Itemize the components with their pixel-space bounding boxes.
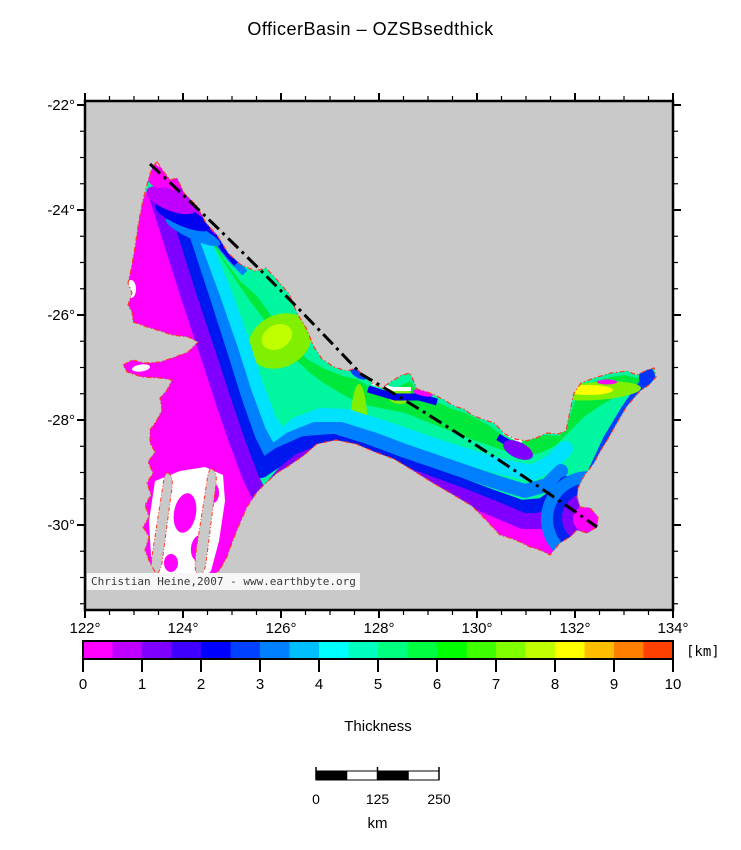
colorbar-tick-label: 6 — [433, 676, 441, 693]
colorbar-tick-label: 1 — [138, 676, 146, 693]
colorbar-segments — [83, 641, 674, 659]
colorbar-tick-label: 10 — [665, 676, 682, 693]
colorbar-segment — [437, 641, 467, 659]
colorbar-segment — [525, 641, 556, 659]
scalebar-segment — [315, 770, 348, 781]
scalebar-tick-label: 0 — [312, 791, 320, 807]
colorbar-tick-label: 0 — [79, 676, 87, 693]
x-axis-tick-label: 132° — [559, 620, 590, 637]
tail-magenta-spot-3 — [164, 554, 178, 572]
colorbar-segment — [319, 641, 349, 659]
tail-gray-sliver-east — [194, 468, 217, 576]
north-rim-magenta — [413, 389, 433, 397]
colorbar-segment — [142, 641, 172, 659]
thickness-fill-magenta — [123, 191, 598, 582]
x-axis-tick-label: 126° — [265, 620, 296, 637]
colorbar-title: Thickness — [344, 718, 412, 735]
y-axis-tick-label: -28° — [47, 412, 75, 429]
thickness-band-cyan — [171, 175, 573, 481]
y-axis-tick-label: -22° — [47, 97, 75, 114]
scalebar-ticks — [315, 767, 440, 780]
y-axis-tick-label: -24° — [47, 202, 75, 219]
north-rim-blue-1 — [367, 385, 438, 406]
axis-labels: 122° 124° 126° 128° 130° 132° 134° -22° -24° -26°… — [47, 97, 688, 637]
y-axis-tick-label: -26° — [47, 307, 75, 324]
tail-magenta-spot-1 — [173, 493, 197, 533]
basin-outline — [122, 161, 657, 583]
figure-title: OfficerBasin – OZSBsedthick — [247, 19, 494, 39]
x-axis-tick-label: 128° — [363, 620, 394, 637]
scalebar-tick-label: 125 — [366, 791, 390, 807]
colorbar-tick-labels: 0 1 2 3 4 5 6 7 8 9 10 — [79, 676, 682, 693]
colorbar-segment — [378, 641, 408, 659]
colorbar-segment — [496, 641, 526, 659]
colorbar-segment — [466, 641, 497, 659]
x-axis-tick-label: 122° — [69, 620, 100, 637]
colorbar-tick-label: 9 — [610, 676, 618, 693]
attribution: Christian Heine,2007 - www.earthbyte.org — [87, 573, 360, 590]
cross-section-line — [148, 162, 598, 529]
colorbar-tick-label: 8 — [551, 676, 559, 693]
thickness-fill-yellowgreen-core — [261, 324, 293, 350]
colorbar-segment — [584, 641, 615, 659]
colorbar-segment — [230, 641, 261, 659]
x-axis-tick-label: 124° — [167, 620, 198, 637]
colorbar-segment — [289, 641, 320, 659]
y-axis-tick-label: -30° — [47, 517, 75, 534]
colorbar-tick-label: 5 — [374, 676, 382, 693]
colorbar-segment — [112, 641, 143, 659]
peninsula-nodata — [132, 364, 150, 372]
x-axis-tick-label: 130° — [461, 620, 492, 637]
colorbar-segment — [171, 641, 202, 659]
north-rim-violet — [503, 440, 533, 460]
colorbar-segment — [201, 641, 231, 659]
colorbar-segment — [83, 641, 113, 659]
colorbar-segment — [348, 641, 379, 659]
colorbar-unit-label: [km] — [686, 644, 720, 660]
colorbar-tick-label: 7 — [492, 676, 500, 693]
colorbar-segment — [555, 641, 585, 659]
colorbar: 0 1 2 3 4 5 6 7 8 9 10 [km] Thickness — [79, 640, 720, 735]
colorbar-tick-label: 3 — [256, 676, 264, 693]
x-axis-tick-label: 134° — [657, 620, 688, 637]
colorbar-segment — [614, 641, 644, 659]
distance-scalebar: 0 125 250 km — [312, 767, 451, 832]
scalebar-segment — [407, 770, 440, 781]
tip-strip-violet — [146, 185, 198, 215]
scalebar-segment — [346, 770, 378, 781]
scalebar-segment — [377, 770, 409, 781]
arm-north-magenta-strip — [597, 379, 617, 385]
colorbar-segment — [407, 641, 438, 659]
scalebar-unit-label: km — [368, 815, 388, 832]
colorbar-tick-label: 2 — [197, 676, 205, 693]
scalebar-labels: 0 125 250 — [312, 791, 451, 807]
axis-ticks — [77, 93, 681, 618]
thickness-band-azure — [166, 180, 568, 498]
colorbar-ticks — [82, 659, 674, 672]
scalebar-tick-label: 250 — [427, 791, 451, 807]
colorbar-segment — [260, 641, 290, 659]
colorbar-tick-label: 4 — [315, 676, 323, 693]
colorbar-segment — [643, 641, 674, 659]
